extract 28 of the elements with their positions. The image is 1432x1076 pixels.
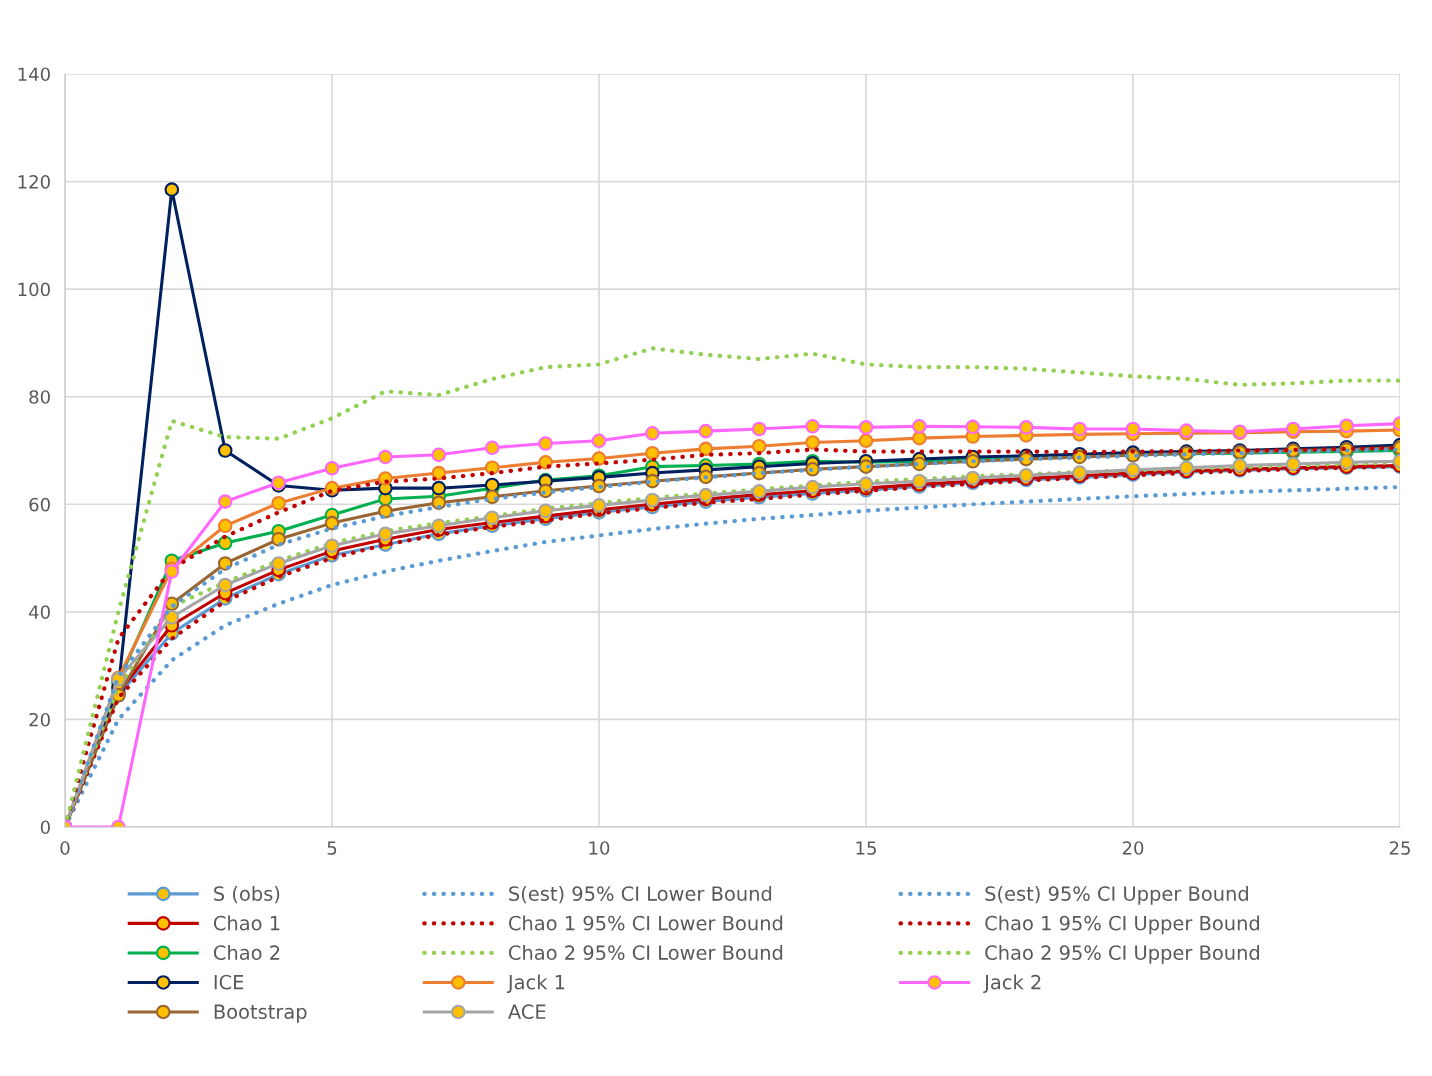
x-tick-label: 5: [327, 841, 337, 855]
x-tick-label: 20: [1122, 841, 1144, 855]
y-tick-label: 0: [40, 820, 50, 835]
legend-label: Chao 1: [213, 915, 280, 931]
legend-label: Bootstrap: [214, 1004, 307, 1023]
legend-label: ACE: [508, 1004, 546, 1020]
y-tick-label: 80: [29, 390, 50, 404]
legend-label: S (obs): [214, 885, 280, 904]
y-tick-label: 100: [18, 282, 50, 297]
x-tick-label: 15: [856, 841, 876, 855]
legend-label: Chao 2 95% CI Lower Bound: [508, 944, 783, 960]
y-tick-label: 140: [18, 67, 50, 82]
legend-label: Jack 1: [506, 974, 565, 994]
y-tick-label: 120: [18, 175, 50, 189]
legend-label: Jack 2: [983, 974, 1041, 994]
legend-label: S(est) 95% CI Upper Bound: [985, 885, 1248, 905]
legend-label: Chao 2: [213, 944, 280, 960]
x-tick-label: 10: [589, 841, 610, 855]
x-tick-label: 0: [60, 841, 70, 855]
y-tick-label: 60: [29, 497, 50, 512]
legend-label: ICE: [214, 974, 244, 990]
legend-label: S(est) 95% CI Lower Bound: [509, 885, 772, 904]
y-tick-label: 20: [29, 712, 50, 727]
legend-label: Chao 1 95% CI Upper Bound: [985, 915, 1259, 935]
x-tick-label: 25: [1389, 841, 1410, 855]
legend-label: Chao 2 95% CI Upper Bound: [985, 944, 1259, 964]
y-tick-label: 40: [29, 605, 50, 619]
legend-label: Chao 1 95% CI Lower Bound: [508, 915, 783, 931]
